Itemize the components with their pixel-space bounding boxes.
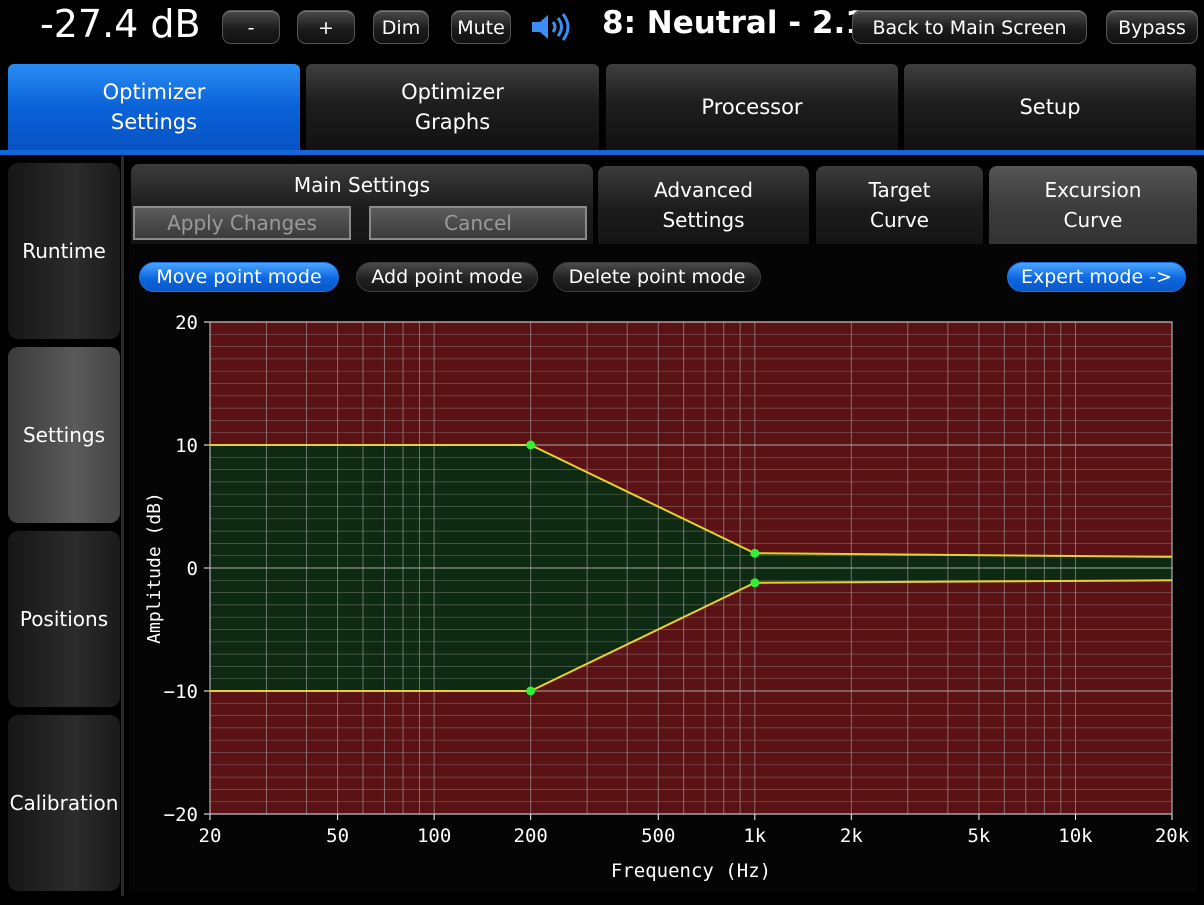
y-tick-label: 0 bbox=[187, 558, 198, 580]
y-tick-label: 20 bbox=[175, 312, 198, 334]
y-axis-label: Amplitude (dB) bbox=[144, 492, 165, 644]
tab-label-line2: Graphs bbox=[414, 110, 491, 134]
x-tick-label: 1k bbox=[743, 825, 766, 847]
volume-up-button[interactable]: + bbox=[297, 10, 355, 44]
plot-frame bbox=[209, 321, 1173, 815]
sidebar-item-label: Calibration bbox=[9, 791, 119, 815]
bypass-button[interactable]: Bypass bbox=[1106, 10, 1198, 44]
control-point bbox=[526, 686, 536, 696]
mute-button[interactable]: Mute bbox=[451, 10, 511, 44]
add-point-mode-button[interactable]: Add point mode bbox=[356, 262, 538, 292]
subtab-target-curve[interactable]: Target Curve bbox=[816, 166, 983, 244]
subtab-advanced-settings[interactable]: Advanced Settings bbox=[598, 166, 809, 244]
subtab-label-line1: Excursion bbox=[1044, 178, 1142, 202]
tab-label-line2: Settings bbox=[110, 110, 198, 134]
sidebar-item-settings[interactable]: Settings bbox=[8, 347, 120, 523]
sidebar-item-positions[interactable]: Positions bbox=[8, 531, 120, 707]
tab-setup[interactable]: Setup bbox=[904, 64, 1196, 150]
x-tick-label: 10k bbox=[1058, 825, 1093, 847]
tab-label-line1: Processor bbox=[701, 95, 803, 119]
sidebar-item-calibration[interactable]: Calibration bbox=[8, 715, 120, 891]
y-tick-label: 10 bbox=[175, 435, 198, 457]
control-point bbox=[750, 578, 760, 588]
move-point-mode-button[interactable]: Move point mode bbox=[139, 262, 339, 292]
back-to-main-screen-button[interactable]: Back to Main Screen bbox=[852, 10, 1087, 44]
subtab-label-line2: Curve bbox=[869, 208, 929, 232]
tab-label-line1: Optimizer bbox=[401, 80, 504, 104]
tab-label-line1: Setup bbox=[1019, 95, 1081, 119]
subtab-label-line1: Advanced bbox=[654, 178, 753, 202]
sidebar-divider bbox=[121, 156, 124, 896]
x-axis-label: Frequency (Hz) bbox=[611, 860, 771, 882]
preset-name: 8: Neutral - 2.1 bbox=[602, 5, 867, 41]
x-tick-label: 50 bbox=[326, 825, 349, 847]
excursion-curve-chart[interactable]: 20 50 100 200 500 1k 2k 5k 10k 20k20100−10−20Freq… bbox=[132, 300, 1196, 890]
control-point bbox=[750, 548, 760, 558]
sidebar-item-label: Positions bbox=[19, 607, 109, 631]
x-tick-label: 2k bbox=[840, 825, 863, 847]
lower-limit-curve bbox=[210, 579, 1173, 692]
volume-readout: -27.4 dB bbox=[40, 2, 201, 46]
tab-label-line1: Optimizer bbox=[102, 80, 206, 104]
tab-optimizer-graphs[interactable]: Optimizer Graphs bbox=[306, 64, 599, 150]
subtab-label-line2: Settings bbox=[662, 208, 745, 232]
control-point bbox=[526, 440, 536, 450]
subtab-main-settings-title: Main Settings bbox=[293, 173, 431, 197]
speaker-volume-icon[interactable] bbox=[528, 10, 574, 44]
subtab-label-line1: Target bbox=[868, 178, 931, 202]
subtab-label-line2: Curve bbox=[1063, 208, 1123, 232]
cancel-button[interactable]: Cancel bbox=[369, 206, 587, 240]
x-tick-label: 20 bbox=[199, 825, 222, 847]
x-tick-label: 5k bbox=[967, 825, 990, 847]
y-tick-label: −10 bbox=[164, 681, 198, 703]
top-bar: -27.4 dB - + Dim Mute 8: Neutral - 2.1 B… bbox=[0, 0, 1204, 56]
dim-button[interactable]: Dim bbox=[373, 10, 429, 44]
expert-mode-button[interactable]: Expert mode -> bbox=[1007, 262, 1186, 292]
x-tick-label: 500 bbox=[641, 825, 675, 847]
subtab-excursion-curve[interactable]: Excursion Curve bbox=[989, 166, 1197, 244]
tab-optimizer-settings[interactable]: Optimizer Settings bbox=[8, 64, 300, 150]
subtab-main-settings[interactable]: Main Settings Apply Changes Cancel bbox=[131, 164, 593, 244]
volume-down-button[interactable]: - bbox=[222, 10, 280, 44]
x-tick-label: 100 bbox=[417, 825, 451, 847]
x-tick-label: 200 bbox=[514, 825, 548, 847]
apply-changes-button[interactable]: Apply Changes bbox=[133, 206, 351, 240]
delete-point-mode-button[interactable]: Delete point mode bbox=[553, 262, 761, 292]
tab-underline bbox=[0, 150, 1204, 155]
x-tick-label: 20k bbox=[1155, 825, 1190, 847]
sidebar-item-runtime[interactable]: Runtime bbox=[8, 163, 120, 339]
upper-limit-curve bbox=[210, 444, 1173, 558]
sidebar-item-label: Settings bbox=[22, 423, 106, 447]
tab-processor[interactable]: Processor bbox=[606, 64, 898, 150]
y-tick-label: −20 bbox=[164, 804, 198, 826]
sidebar-item-label: Runtime bbox=[22, 239, 106, 263]
